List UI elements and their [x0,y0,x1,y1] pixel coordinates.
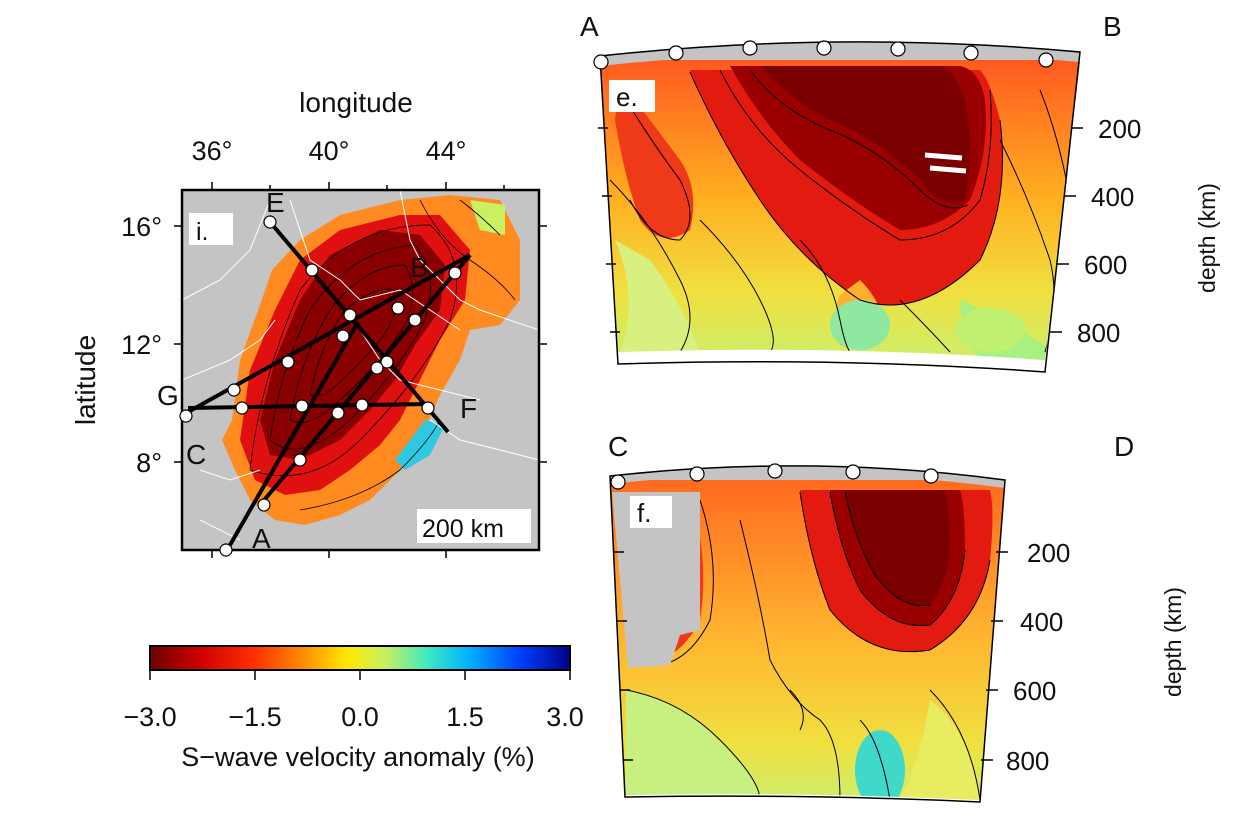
profile-label-g: G [157,380,179,411]
section-e-panel: e. A B 200 400 600 800 depth (km) [580,11,1220,373]
colorbar-tick-label: 3.0 [546,702,584,732]
map-panel-label: i. [196,218,209,246]
map-anomaly-yellow [470,200,505,235]
section-f-depth-tick: 800 [1006,746,1049,776]
profile-label-a: A [252,523,271,554]
lon-tick-label: 36° [192,136,233,166]
colorbar: −3.0 −1.5 0.0 1.5 3.0 S−wave velocity an… [123,645,584,772]
section-e-depth-tick: 800 [1077,318,1120,348]
profile-line-cf [187,402,431,410]
section-e-left-label: A [580,11,599,42]
map-borders [182,190,539,541]
colorbar-title: S−wave velocity anomaly (%) [181,742,534,772]
profile-label-f: F [460,393,477,424]
section-e-depth-tick: 200 [1098,114,1141,144]
colorbar-tick-label: 0.0 [341,702,379,732]
section-f-no-data [612,492,700,668]
colorbar-gradient [149,645,571,671]
map-scale-bar: 200 km [422,515,504,543]
section-f-right-label: D [1114,431,1134,462]
profile-label-b: B [410,252,429,283]
section-e-label-box [609,80,655,112]
section-f-depth-title: depth (km) [1160,587,1186,697]
section-f-markers [610,463,939,490]
section-e-markers [593,40,1054,70]
section-f-panel: f. C D 200 400 600 800 depth (km) [608,431,1186,803]
section-f-depth-tick: 600 [1013,676,1056,706]
section-f-frame [609,465,1006,803]
section-f-depth-tick: 200 [1027,538,1070,568]
colorbar-tick-label: 1.5 [446,702,484,732]
map-y-axis-title: latitude [70,335,101,425]
lat-tick-label: 16° [121,212,162,242]
section-e-panel-label: e. [616,82,638,112]
lon-tick-label: 40° [309,136,350,166]
lat-tick-label: 8° [136,448,162,478]
map-x-axis-title: longitude [299,87,413,118]
section-e-depth-title: depth (km) [1194,183,1220,293]
map-panel: i. 200 km longitude latitude 36° 40° 44°… [70,87,547,558]
section-f-panel-label: f. [637,498,651,528]
lat-tick-label: 12° [121,330,162,360]
section-e-depth-tick: 600 [1084,250,1127,280]
profile-line-a [224,321,360,553]
map-frame [180,188,541,552]
colorbar-tick-label: −3.0 [123,702,176,732]
profile-line-ef [268,220,450,434]
map-panel-label-box [189,213,233,245]
profile-label-c: C [186,439,206,470]
section-f-left-label: C [608,431,628,462]
section-e-right-label: B [1103,11,1122,42]
map-scale-bar-box [417,509,531,543]
section-f-depth-tick: 400 [1020,607,1063,637]
map-profile-markers [179,215,462,557]
section-e-depth-tick: 400 [1091,182,1134,212]
profile-label-e: E [266,187,285,218]
section-f-label-box [630,496,672,528]
colorbar-tick-label: −1.5 [228,702,281,732]
lon-tick-label: 44° [426,136,467,166]
map-ticks [174,182,547,558]
